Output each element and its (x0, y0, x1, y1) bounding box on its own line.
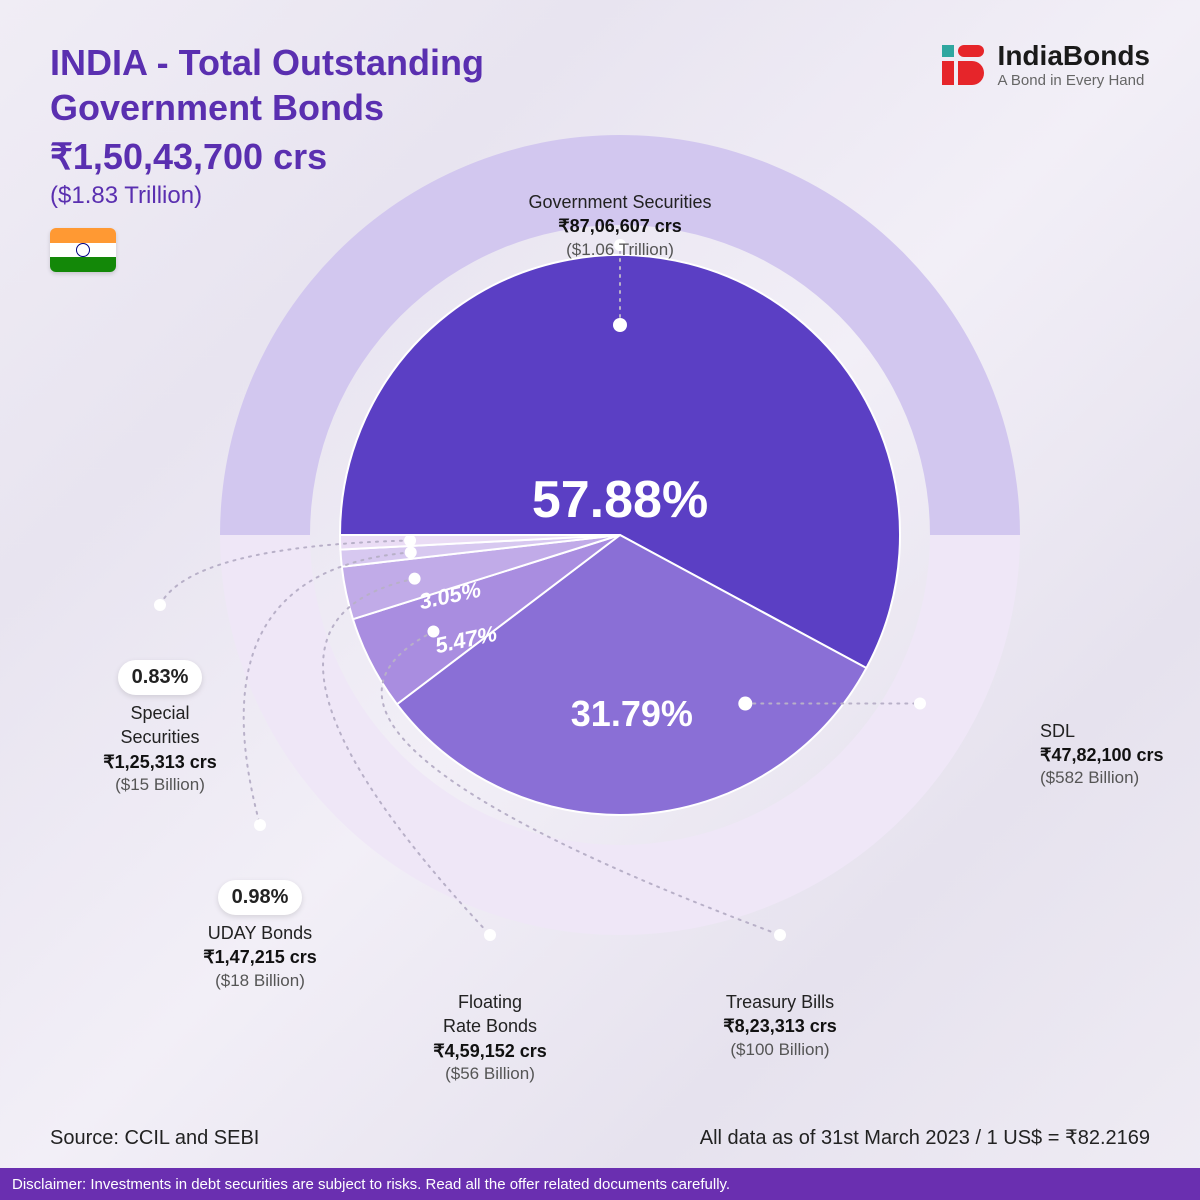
slice-pct: 31.79% (571, 693, 693, 735)
title-line-2: Government Bonds (50, 85, 484, 130)
callout-gsec: Government Securities₹87,06,607 crs($1.0… (500, 190, 740, 262)
brand-tagline: A Bond in Every Hand (998, 72, 1150, 89)
brand-name: IndiaBonds (998, 40, 1150, 72)
pie-chart: Government Securities₹87,06,607 crs($1.0… (0, 160, 1200, 1110)
callout-uday: 0.98%UDAY Bonds₹1,47,215 crs($18 Billion… (140, 880, 380, 993)
brand-text: IndiaBonds A Bond in Every Hand (998, 40, 1150, 89)
source-text: Source: CCIL and SEBI (50, 1127, 259, 1150)
callout-frb: FloatingRate Bonds₹4,59,152 crs($56 Bill… (370, 990, 610, 1086)
brand-logo-icon (940, 41, 988, 89)
callout-special: 0.83%SpecialSecurities₹1,25,313 crs($15 … (40, 660, 280, 797)
disclaimer-bar: Disclaimer: Investments in debt securiti… (0, 1168, 1200, 1200)
title-line-1: INDIA - Total Outstanding (50, 40, 484, 85)
callout-tbill: Treasury Bills₹8,23,313 crs($100 Billion… (660, 990, 900, 1062)
asof-text: All data as of 31st March 2023 / 1 US$ =… (700, 1125, 1150, 1150)
slice-pct: 57.88% (532, 470, 708, 530)
callout-sdl: SDL₹47,82,100 crs($582 Billion) (1040, 719, 1200, 791)
brand-logo: IndiaBonds A Bond in Every Hand (940, 40, 1150, 89)
